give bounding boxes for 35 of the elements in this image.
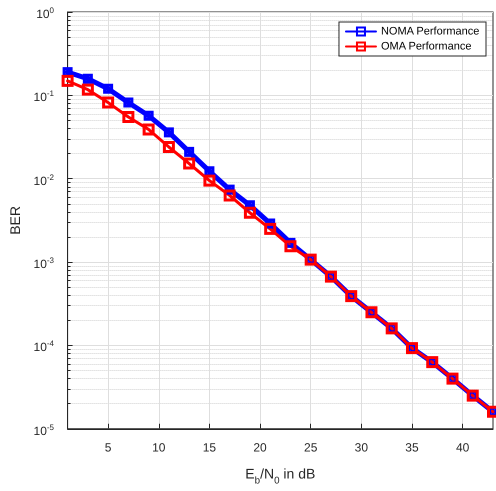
point — [122, 111, 134, 124]
y-axis-title: BER — [7, 206, 23, 235]
x-tick-label: 30 — [354, 440, 368, 455]
y-tick-label: 10$^{0}$ — [36, 5, 54, 22]
x-tick-label: 20 — [253, 440, 268, 455]
point — [162, 141, 175, 154]
legend-label: NOMA Performance — [380, 26, 480, 38]
point — [184, 146, 194, 157]
point — [183, 158, 196, 170]
point — [164, 127, 174, 138]
x-tick-label: 25 — [304, 440, 318, 455]
point — [142, 123, 155, 136]
point — [224, 189, 236, 202]
point — [144, 110, 154, 121]
x-tick-label: 40 — [456, 440, 470, 455]
point — [82, 74, 93, 84]
point — [203, 174, 216, 187]
legend-label: OMA Performance — [380, 40, 472, 52]
point — [284, 240, 296, 252]
point — [264, 222, 276, 235]
x-tick-label: 15 — [202, 440, 216, 455]
point — [82, 84, 94, 96]
y-tick-label: 10$^{-2}$ — [34, 172, 54, 189]
point — [103, 84, 114, 94]
x-tick-label: 5 — [104, 440, 112, 455]
y-tick-label: 10$^{-4}$ — [34, 338, 54, 356]
y-tick-label: 10$^{-1}$ — [34, 88, 54, 106]
x-tick-label: 35 — [405, 440, 419, 455]
point — [102, 96, 114, 109]
y-tick-label: 10$^{-3}$ — [34, 255, 54, 272]
point — [244, 206, 256, 219]
y-tick-label: 10$^{-5}$ — [34, 422, 54, 439]
point — [62, 74, 74, 87]
point — [123, 98, 134, 108]
x-tick-label: 10 — [152, 440, 166, 455]
